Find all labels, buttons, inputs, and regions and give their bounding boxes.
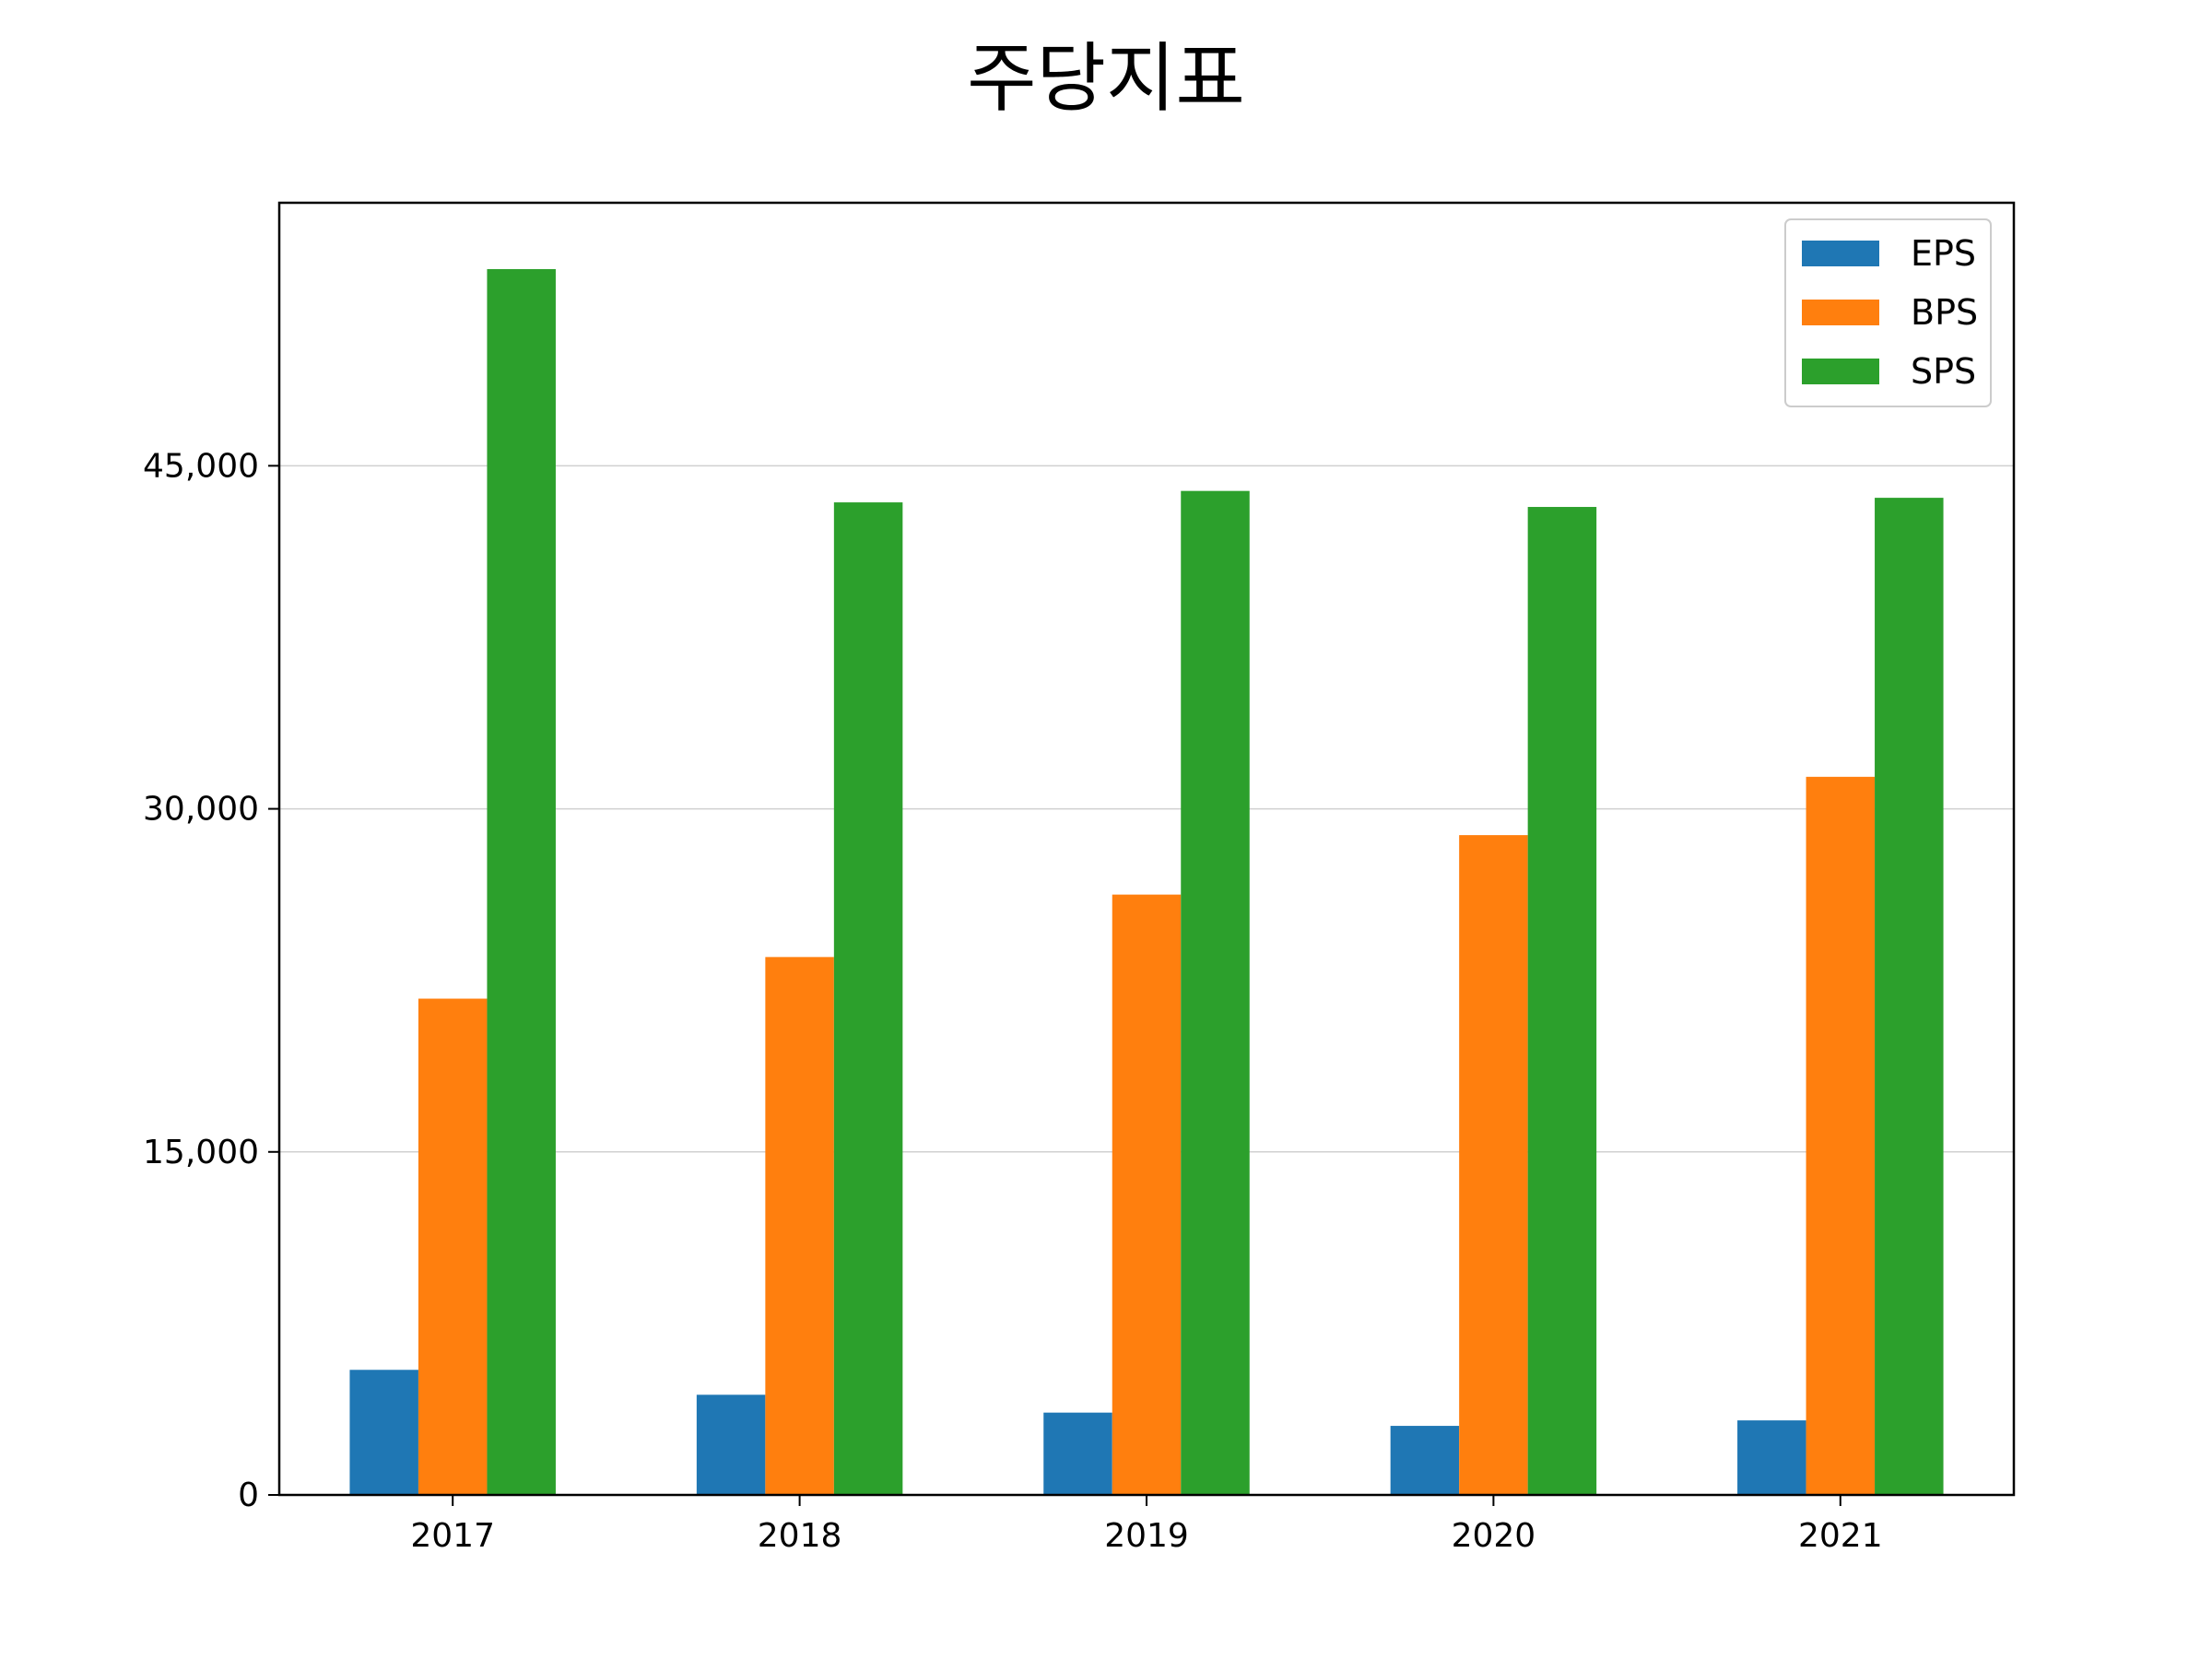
legend-label-sps: SPS [1911, 351, 1976, 392]
legend-label-bps: BPS [1911, 292, 1978, 333]
bar-sps-2020 [1527, 507, 1597, 1495]
bar-eps-2019 [1043, 1412, 1112, 1495]
x-tick-label: 2018 [758, 1517, 842, 1555]
bar-sps-2019 [1181, 490, 1250, 1495]
x-tick-label: 2017 [410, 1517, 495, 1555]
bar-bps-2021 [1806, 776, 1876, 1495]
bar-bps-2020 [1459, 835, 1528, 1495]
x-tick-label: 2020 [1452, 1517, 1536, 1555]
legend-label-eps: EPS [1911, 233, 1976, 274]
bar-bps-2018 [765, 957, 834, 1495]
axes: 0 15,000 30,000 45,000 2017 2018 2019 2020 2021 [143, 447, 1883, 1555]
bar-bps-2017 [418, 998, 488, 1495]
bar-eps-2020 [1390, 1426, 1460, 1495]
legend-swatch-eps [1802, 241, 1879, 266]
bar-eps-2017 [349, 1370, 418, 1495]
bar-bps-2019 [1112, 894, 1182, 1495]
bar-eps-2021 [1737, 1420, 1806, 1495]
y-tick-label: 15,000 [143, 1134, 259, 1171]
bars [349, 268, 1944, 1496]
y-tick-label: 45,000 [143, 447, 259, 485]
bar-sps-2021 [1875, 498, 1944, 1495]
legend-swatch-bps [1802, 300, 1879, 325]
x-tick-label: 2021 [1798, 1517, 1883, 1555]
legend: EPS BPS SPS [1784, 218, 1992, 407]
y-tick-label: 30,000 [143, 791, 259, 829]
legend-swatch-sps [1802, 359, 1879, 384]
y-tick-label: 0 [238, 1477, 259, 1514]
chart-title: 주당지표 [967, 35, 1245, 123]
bar-sps-2018 [833, 502, 903, 1496]
bar-sps-2017 [487, 268, 556, 1495]
x-tick-label: 2019 [1104, 1517, 1189, 1555]
bar-eps-2018 [696, 1394, 766, 1495]
